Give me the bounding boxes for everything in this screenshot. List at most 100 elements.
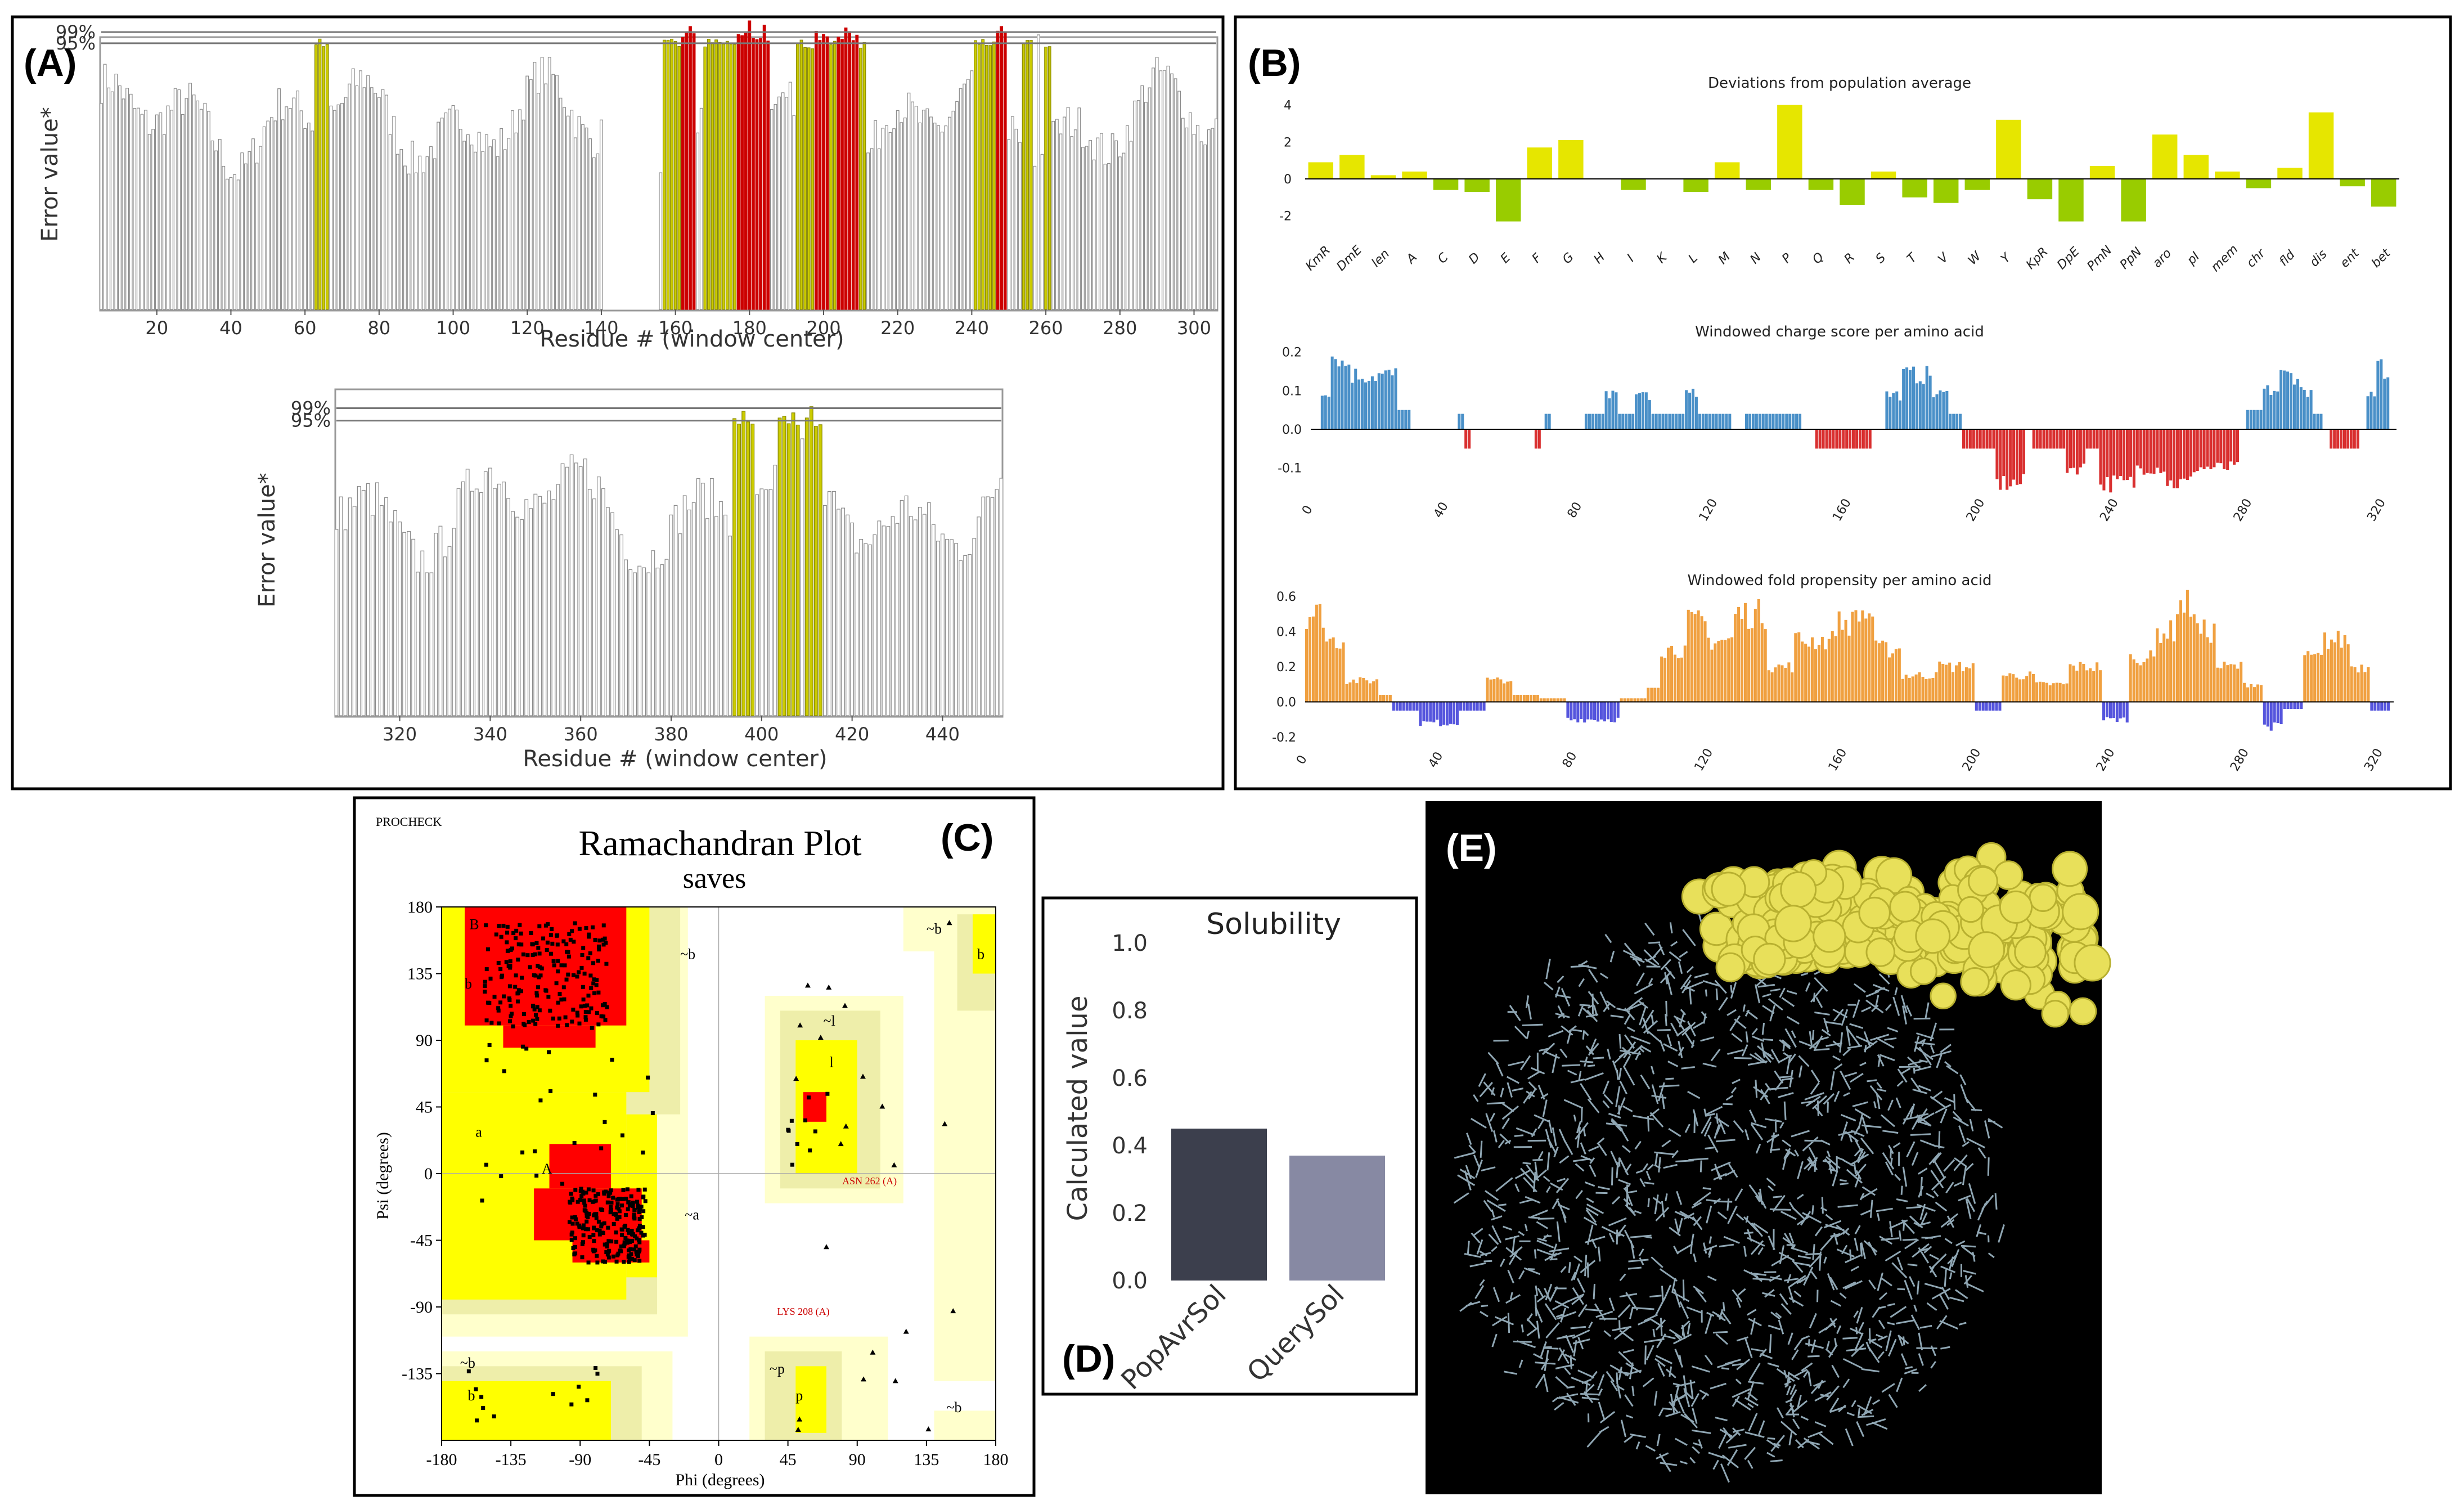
error-bar <box>510 110 514 310</box>
error-bar <box>714 39 718 310</box>
rama-glycine-point <box>824 1244 830 1250</box>
windowed-bar <box>2115 702 2119 722</box>
a-bottom-chart: 99%95% 320 340 360 380 400 420 440 Error value… <box>254 388 1004 772</box>
rama-residue-point <box>538 1098 543 1103</box>
rama-residue-point <box>484 1162 488 1167</box>
error-bar <box>945 539 949 716</box>
error-bar <box>828 491 831 716</box>
rama-residue-point <box>601 1003 605 1008</box>
threshold-label: 99% <box>291 398 331 419</box>
rama-residue-point <box>615 1216 619 1221</box>
windowed-bar <box>1381 374 1384 430</box>
windowed-bar <box>2052 683 2055 702</box>
error-bar <box>809 406 813 716</box>
error-bar <box>896 110 900 310</box>
error-bar <box>385 95 388 310</box>
error-bar <box>292 97 296 310</box>
rama-residue-point <box>610 1058 614 1062</box>
windowed-bar <box>1968 668 1971 702</box>
deviation-bar <box>2089 166 2115 179</box>
rama-residue-point <box>596 959 600 963</box>
windowed-bar <box>1862 429 1865 449</box>
rama-residue-point <box>492 1414 496 1419</box>
error-bar <box>547 57 551 310</box>
windowed-bar <box>2353 429 2356 449</box>
rama-residue-point <box>581 1226 585 1230</box>
error-bar <box>1170 73 1173 310</box>
windowed-bar <box>1707 637 1710 702</box>
windowed-bar <box>2096 662 2099 702</box>
rama-residue-point <box>593 1193 598 1198</box>
rama-residue-point <box>573 1236 577 1241</box>
windowed-bar <box>2346 429 2349 449</box>
rama-residue-point <box>487 1043 492 1048</box>
rama-residue-point <box>548 1008 552 1013</box>
error-bar <box>533 62 537 310</box>
rama-residue-point <box>502 994 506 999</box>
rama-residue-point <box>507 996 511 1001</box>
rama-residue-point <box>530 942 535 947</box>
rama-residue-point <box>611 1254 615 1259</box>
windowed-bar <box>2069 429 2072 469</box>
error-bar <box>1099 133 1103 310</box>
rama-residue-point <box>509 1014 513 1018</box>
error-bar <box>348 83 352 310</box>
windowed-bar <box>1998 702 2002 711</box>
windowed-bar <box>2196 623 2199 702</box>
rama-residue-point <box>521 952 525 956</box>
windowed-bar <box>2129 654 2132 702</box>
windowed-bar <box>2309 390 2313 430</box>
windowed-bar <box>1663 658 1667 702</box>
windowed-bar <box>1874 640 1878 702</box>
windowed-bar <box>1945 664 1948 702</box>
rama-residue-point <box>498 967 503 971</box>
windowed-bar <box>2031 673 2035 702</box>
error-bar <box>1096 137 1100 310</box>
deviation-bar <box>2246 179 2272 188</box>
error-bar <box>786 423 791 716</box>
error-bar <box>637 565 642 716</box>
windowed-bar <box>1325 641 1328 702</box>
windowed-bar <box>1737 607 1741 702</box>
error-bar <box>762 24 766 310</box>
error-bar <box>1181 118 1185 310</box>
error-bar <box>520 519 524 716</box>
error-bar <box>544 83 548 310</box>
threshold-label: 95% <box>291 410 331 432</box>
error-bar <box>348 497 352 716</box>
windowed-bar <box>1630 698 1633 702</box>
windowed-bar <box>1671 414 1675 430</box>
windowed-bar <box>2102 702 2106 721</box>
rama-residue-point <box>590 1026 594 1030</box>
rama-residue-point <box>595 978 599 982</box>
rama-residue-point <box>606 1250 611 1254</box>
rama-x-tick-label: -90 <box>569 1450 591 1469</box>
windowed-bar <box>2082 429 2085 464</box>
rama-residue-point <box>570 929 574 933</box>
windowed-bar <box>1925 679 1928 702</box>
error-bar <box>393 510 397 716</box>
rama-residue-point <box>641 1225 645 1229</box>
windowed-bar <box>2149 650 2152 702</box>
error-bar <box>399 149 403 310</box>
rama-residue-point <box>567 932 572 936</box>
error-bar <box>434 533 438 716</box>
error-bar <box>299 110 303 310</box>
deviation-bar <box>1495 179 1521 222</box>
rama-residue-point <box>602 1260 607 1264</box>
error-bar <box>379 505 384 716</box>
error-bar <box>314 44 318 310</box>
rama-y-tick-label: -45 <box>410 1232 433 1250</box>
windowed-bar <box>2156 429 2159 468</box>
error-bar <box>1196 125 1199 310</box>
windowed-bar <box>1683 645 1687 702</box>
error-bar <box>587 489 592 716</box>
windowed-bar <box>1842 429 1845 449</box>
windowed-bar <box>1476 702 1479 711</box>
rama-x-tick-label: 90 <box>849 1450 866 1469</box>
windowed-bar <box>2346 644 2350 702</box>
error-bar <box>904 495 909 716</box>
windowed-bar <box>2333 642 2336 702</box>
windowed-bar <box>1921 677 1925 702</box>
rama-residue-point <box>593 1093 597 1097</box>
